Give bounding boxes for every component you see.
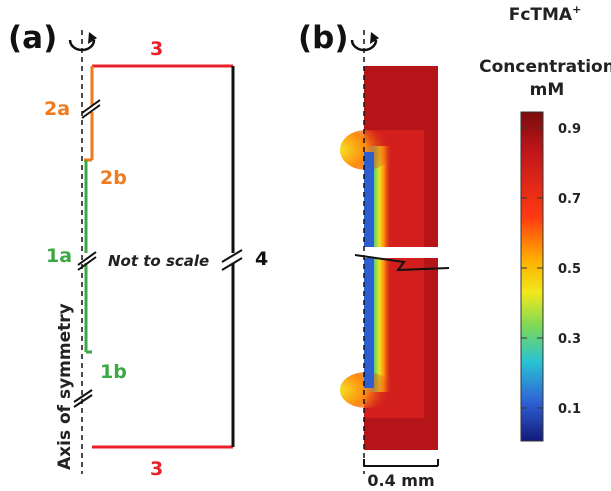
scale-bar-label: 0.4 mm [367, 471, 434, 490]
axis-of-symmetry-label: Axis of symmetry [55, 303, 75, 470]
colorbar-title-line1: FcTMA+ [509, 3, 582, 25]
break-mark-1a-1 [77, 251, 97, 266]
colorbar-tick-0.7: 0.7 [558, 192, 581, 207]
break-mark-axis-2 [73, 394, 93, 408]
panel-b-label: (b) [298, 20, 349, 56]
concentration-map-lower [340, 258, 438, 450]
break-mark-2a-1 [81, 99, 101, 114]
break-mark-1a-2 [77, 256, 97, 271]
panel-a: (a) 3 3 4 [8, 20, 268, 480]
rotation-icon-b [350, 32, 379, 52]
break-mark-domain [354, 254, 450, 272]
panel-b: (b) 0.4 mm [298, 20, 450, 490]
label-1b: 1b [100, 361, 127, 383]
break-mark-2a-2 [81, 104, 101, 119]
concentration-map-upper [340, 66, 438, 247]
label-1a: 1a [46, 245, 72, 267]
not-to-scale-note: Not to scale [108, 252, 209, 270]
colorbar-tick-0.3: 0.3 [558, 332, 581, 347]
colorbar: FcTMA+ Concentration mM 0.9 0.7 0.5 0.3 … [479, 3, 611, 442]
colorbar-tick-0.5: 0.5 [558, 262, 581, 277]
colorbar-title-line2: Concentration [479, 57, 611, 77]
colorbar-tick-0.9: 0.9 [558, 122, 581, 137]
label-3-top: 3 [150, 38, 163, 60]
colorbar-ticks [521, 127, 543, 409]
label-4: 4 [255, 248, 268, 270]
rotation-icon [68, 32, 97, 52]
label-2b: 2b [100, 167, 127, 189]
scale-bar [363, 459, 439, 467]
colorbar-tick-0.1: 0.1 [558, 402, 581, 417]
label-3-bottom: 3 [150, 458, 163, 480]
label-2a: 2a [44, 98, 70, 120]
break-mark-right-2 [221, 257, 243, 271]
colorbar-title-line3: mM [530, 80, 565, 100]
panel-a-label: (a) [8, 20, 57, 56]
break-mark-right-1 [221, 249, 243, 263]
colorbar-gradient [520, 111, 544, 442]
break-mark-axis-1 [73, 389, 93, 403]
